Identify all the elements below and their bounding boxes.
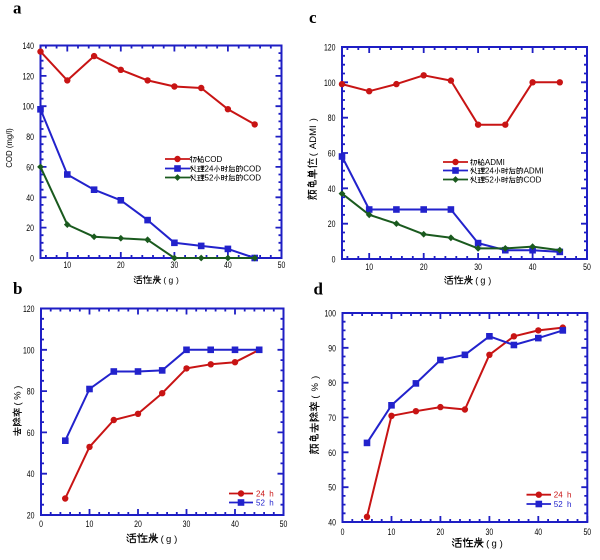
svg-text:100: 100: [324, 309, 336, 320]
svg-text:40: 40: [27, 469, 35, 480]
svg-text:80: 80: [328, 113, 336, 124]
svg-text:40: 40: [26, 193, 34, 204]
svg-text:30: 30: [183, 519, 191, 530]
svg-text:d: d: [314, 280, 324, 299]
svg-text:(: (: [475, 276, 478, 286]
svg-text:40: 40: [231, 519, 239, 530]
svg-text:24: 24: [554, 491, 563, 500]
svg-text:10: 10: [86, 519, 94, 530]
svg-text:): ): [310, 376, 321, 379]
svg-text:%: %: [13, 391, 24, 400]
svg-text:70: 70: [328, 413, 336, 424]
svg-text:10: 10: [388, 527, 396, 538]
svg-text:a: a: [13, 0, 22, 18]
svg-text:30: 30: [486, 527, 494, 538]
svg-text:20: 20: [134, 519, 142, 530]
svg-text:h: h: [567, 500, 571, 509]
svg-text:COD: COD: [524, 175, 542, 184]
svg-text:40: 40: [328, 184, 336, 195]
svg-text:ADMI: ADMI: [485, 158, 505, 167]
svg-text:10: 10: [63, 260, 71, 271]
svg-text:): ): [308, 118, 319, 121]
svg-text:): ): [488, 276, 491, 286]
svg-text:0: 0: [332, 255, 336, 266]
svg-text:60: 60: [328, 149, 336, 160]
svg-text:60: 60: [27, 428, 35, 439]
svg-text:0: 0: [39, 519, 43, 530]
svg-text:50: 50: [278, 260, 286, 271]
svg-text:COD: COD: [243, 164, 261, 173]
svg-text:20: 20: [437, 527, 445, 538]
svg-text:50: 50: [583, 527, 591, 538]
svg-text:): ): [176, 275, 179, 285]
svg-text:40: 40: [534, 527, 542, 538]
svg-text:(: (: [310, 395, 321, 399]
svg-text:80: 80: [26, 132, 34, 143]
svg-text:120: 120: [22, 71, 34, 82]
svg-text:%: %: [310, 383, 321, 392]
svg-text:52: 52: [205, 173, 214, 182]
svg-text:24: 24: [256, 489, 265, 498]
svg-text:(: (: [308, 152, 319, 156]
svg-text:90: 90: [328, 343, 336, 354]
svg-text:0: 0: [30, 254, 34, 265]
svg-text:50: 50: [328, 483, 336, 494]
svg-text:20: 20: [328, 219, 336, 230]
svg-text:COD (mg/l): COD (mg/l): [5, 128, 14, 168]
svg-text:c: c: [309, 8, 317, 27]
svg-text:g: g: [169, 275, 174, 285]
svg-text:20: 20: [420, 262, 428, 273]
svg-text:): ): [500, 539, 503, 550]
svg-text:g: g: [480, 276, 485, 286]
svg-text:24: 24: [205, 164, 214, 173]
svg-text:30: 30: [474, 262, 482, 273]
svg-text:50: 50: [280, 519, 288, 530]
svg-text:120: 120: [324, 43, 336, 54]
svg-text:20: 20: [26, 223, 34, 234]
svg-text:g: g: [492, 539, 497, 550]
svg-text:80: 80: [27, 387, 35, 398]
svg-text:140: 140: [22, 41, 34, 52]
svg-text:120: 120: [23, 304, 35, 315]
svg-text:b: b: [13, 279, 22, 298]
svg-text:): ): [174, 534, 177, 545]
svg-text:40: 40: [328, 518, 336, 529]
svg-text:h: h: [567, 491, 571, 500]
svg-text:COD: COD: [243, 173, 261, 182]
svg-text:60: 60: [328, 448, 336, 459]
svg-text:(: (: [486, 539, 490, 550]
svg-text:20: 20: [117, 260, 125, 271]
svg-text:52: 52: [256, 498, 265, 507]
svg-text:(: (: [161, 534, 165, 545]
svg-text:): ): [13, 386, 24, 389]
svg-text:10: 10: [365, 262, 373, 273]
svg-text:100: 100: [22, 102, 34, 113]
svg-text:100: 100: [324, 78, 336, 89]
svg-text:60: 60: [26, 162, 34, 173]
svg-text:52: 52: [554, 500, 563, 509]
svg-text:40: 40: [224, 260, 232, 271]
svg-text:(: (: [163, 275, 166, 285]
svg-text:100: 100: [23, 345, 35, 356]
svg-text:50: 50: [583, 262, 591, 273]
svg-text:20: 20: [27, 511, 35, 522]
svg-text:(: (: [13, 402, 24, 406]
svg-text:0: 0: [341, 527, 345, 538]
svg-text:30: 30: [171, 260, 179, 271]
svg-text:ADMI: ADMI: [308, 125, 319, 149]
svg-text:ADMI: ADMI: [524, 166, 544, 175]
svg-text:h: h: [269, 498, 273, 507]
svg-text:40: 40: [529, 262, 537, 273]
svg-text:COD: COD: [205, 155, 223, 164]
svg-text:h: h: [269, 489, 273, 498]
svg-text:24: 24: [485, 166, 494, 175]
svg-text:80: 80: [328, 378, 336, 389]
svg-text:g: g: [166, 534, 171, 545]
svg-text:52: 52: [485, 175, 494, 184]
